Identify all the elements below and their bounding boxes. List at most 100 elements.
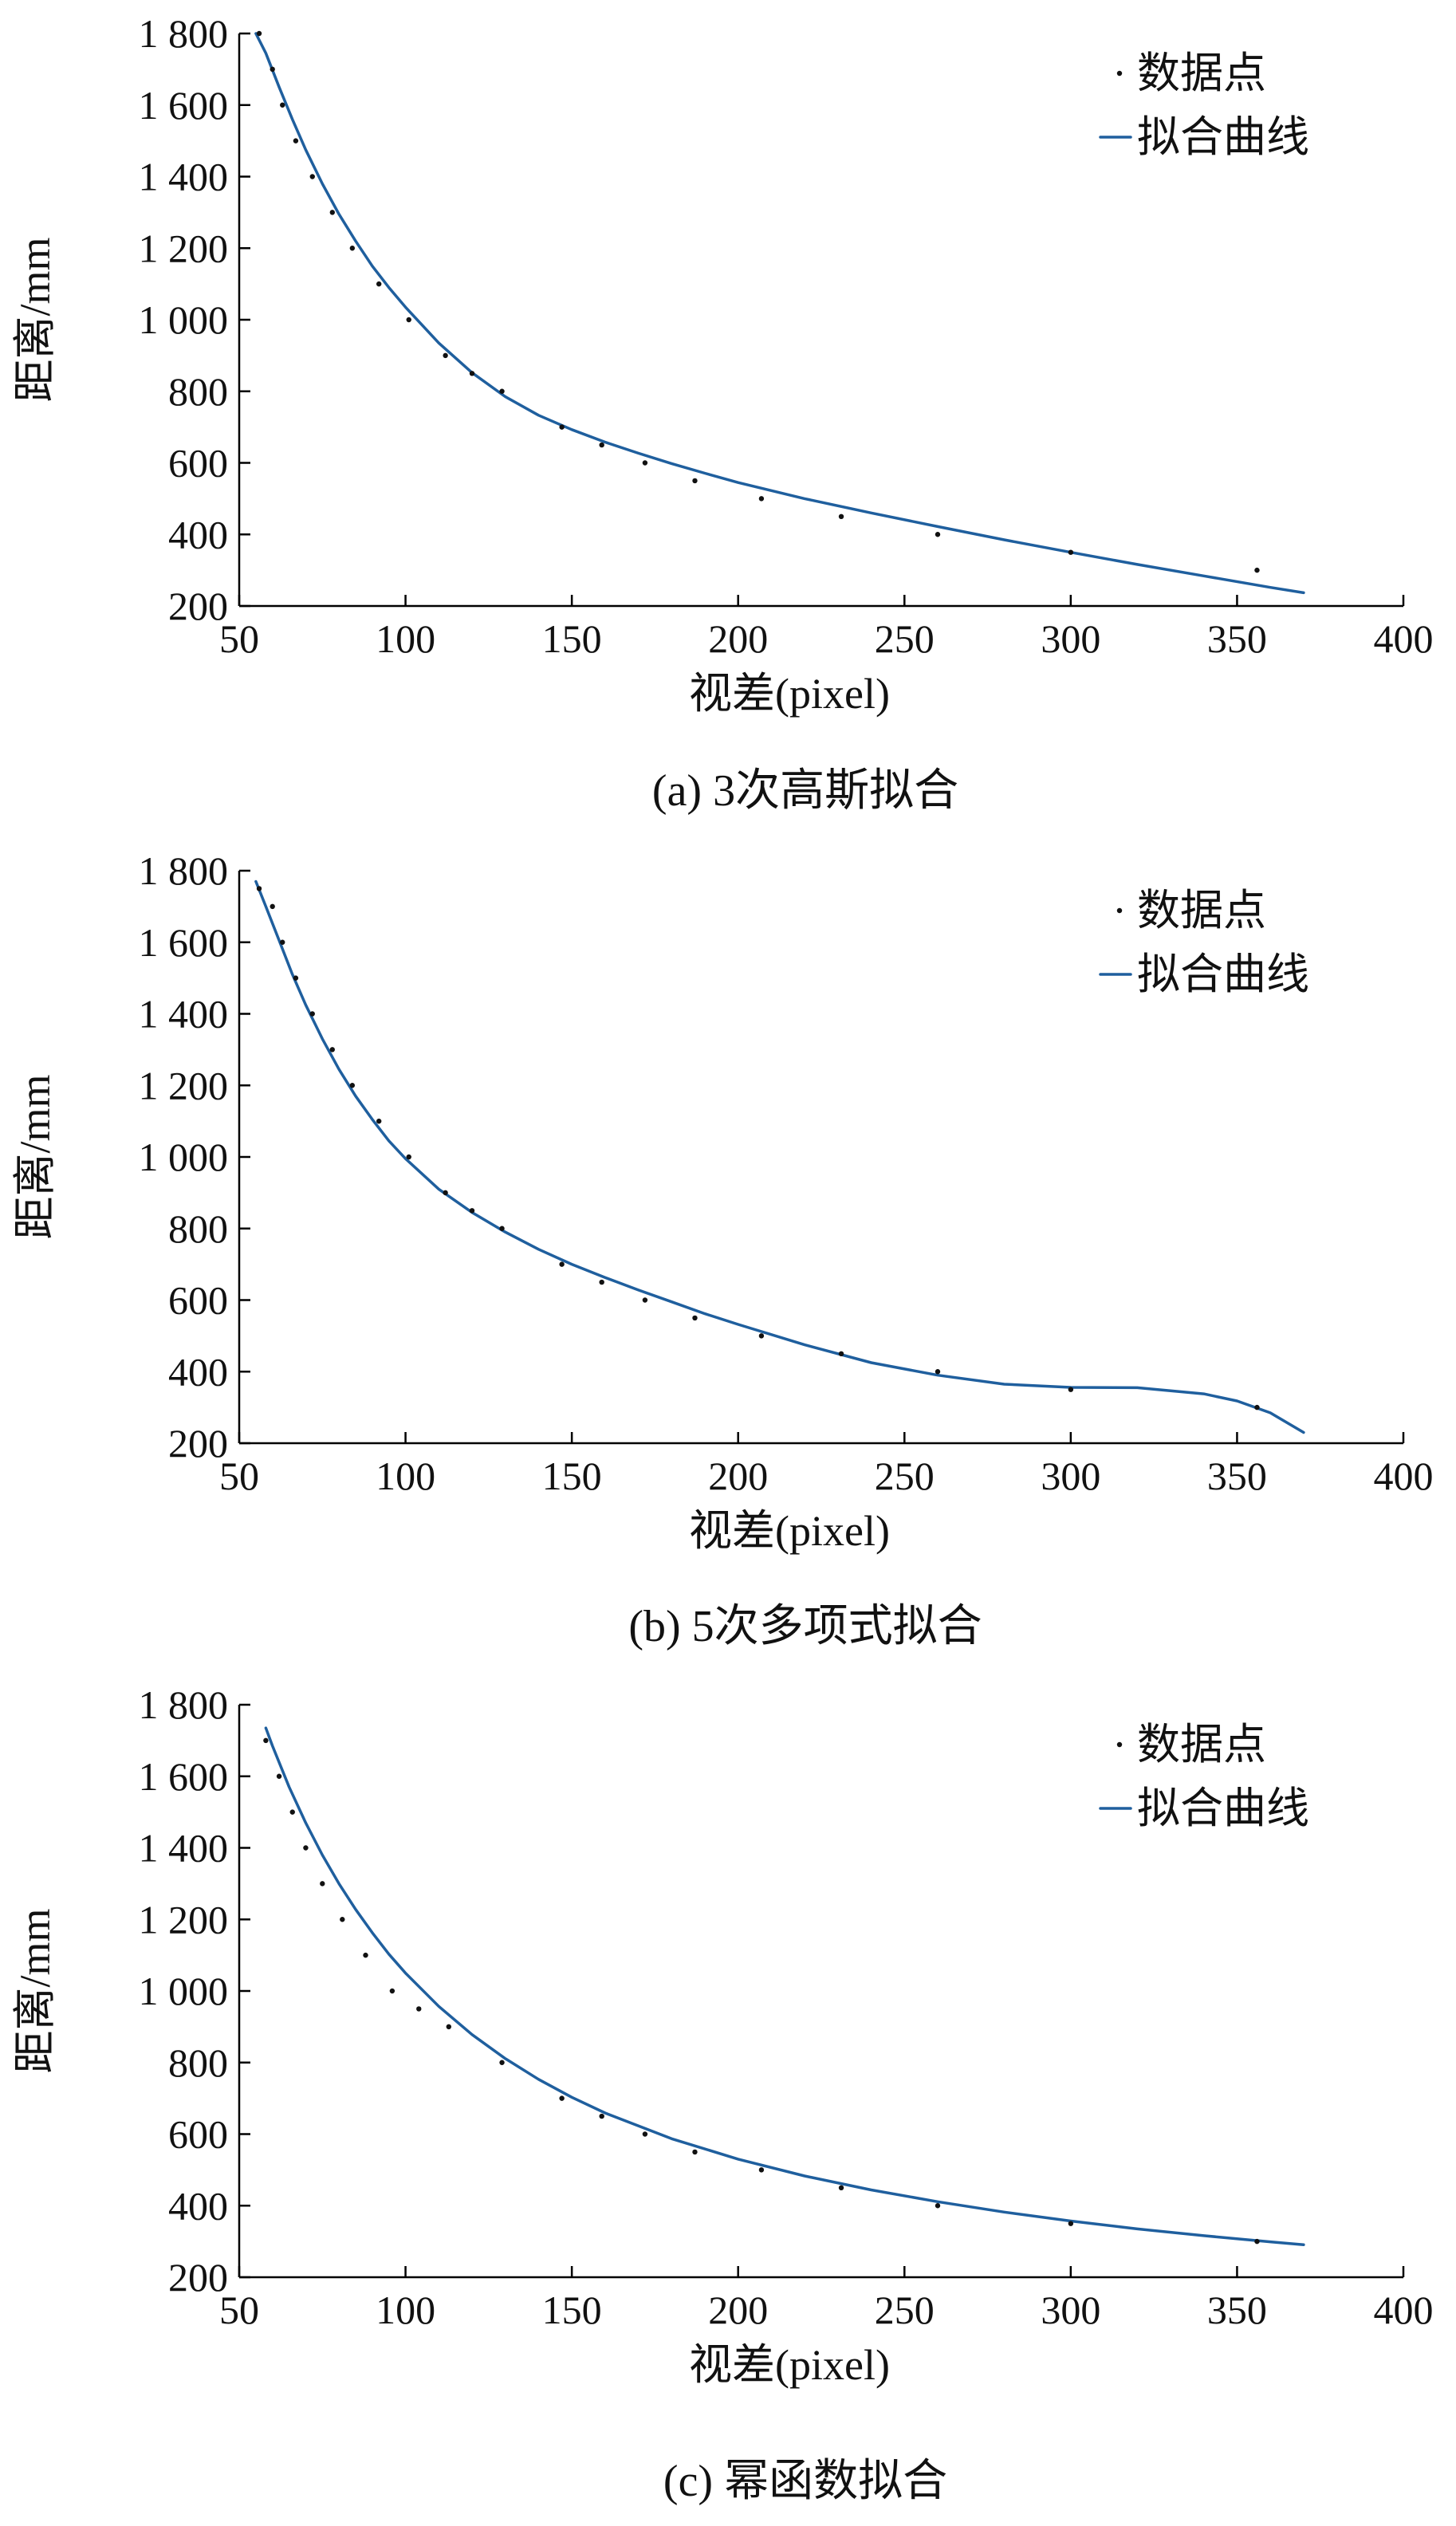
data-point — [1254, 567, 1260, 573]
x-axis-title: 视差(pixel) — [689, 2341, 890, 2389]
data-point — [263, 1737, 269, 1744]
data-point — [376, 1118, 382, 1124]
data-point — [406, 1154, 411, 1160]
data-point — [376, 281, 382, 287]
y-tick-label: 1 800 — [139, 1682, 229, 1727]
data-point — [303, 1845, 309, 1851]
x-tick-label: 300 — [1041, 2288, 1100, 2332]
data-point — [758, 496, 765, 502]
data-point — [935, 2203, 941, 2209]
y-tick-label: 1 600 — [139, 920, 229, 965]
y-tick-label: 400 — [168, 512, 228, 557]
x-tick-label: 400 — [1374, 616, 1434, 661]
data-point — [293, 138, 299, 144]
data-point — [270, 903, 275, 910]
y-tick-label: 1 400 — [139, 155, 229, 199]
x-tick-label: 50 — [219, 1454, 259, 1498]
y-tick-label: 800 — [168, 369, 228, 414]
y-tick-label: 400 — [168, 1349, 228, 1394]
x-tick-label: 150 — [542, 2288, 602, 2332]
legend-point-marker — [1116, 907, 1123, 914]
x-tick-label: 150 — [542, 616, 602, 661]
x-tick-label: 250 — [875, 616, 935, 661]
data-point — [838, 513, 844, 520]
x-tick-label: 150 — [542, 1454, 602, 1498]
data-point — [443, 352, 448, 359]
y-tick-label: 1 200 — [139, 1897, 229, 1942]
data-point — [692, 1315, 698, 1321]
x-tick-label: 400 — [1374, 2288, 1434, 2332]
y-axis-title: 距离/mm — [11, 1908, 59, 2073]
data-point — [276, 1773, 282, 1779]
data-point — [270, 66, 275, 73]
data-point — [1254, 2238, 1260, 2245]
x-tick-label: 50 — [219, 616, 259, 661]
data-point — [293, 975, 299, 981]
y-tick-label: 1 800 — [139, 848, 229, 893]
x-tick-label: 50 — [219, 2288, 259, 2332]
legend-line-label: 拟合曲线 — [1137, 1784, 1309, 1832]
panel-caption: (b) 5次多项式拟合 — [628, 1602, 982, 1651]
x-tick-label: 350 — [1207, 2288, 1267, 2332]
x-tick-label: 250 — [875, 1454, 935, 1498]
data-point — [349, 246, 356, 251]
data-point — [280, 102, 285, 108]
data-point — [280, 939, 285, 945]
data-point — [309, 174, 315, 179]
data-point — [499, 388, 505, 394]
legend-line-label: 拟合曲线 — [1137, 113, 1309, 161]
data-point — [559, 2095, 565, 2101]
data-point — [406, 317, 411, 323]
data-point — [289, 1809, 295, 1815]
data-point — [309, 1011, 315, 1017]
data-point — [329, 1047, 335, 1052]
x-tick-label: 100 — [376, 616, 435, 661]
data-point — [389, 1988, 395, 1994]
y-tick-label: 600 — [168, 441, 228, 486]
data-point — [446, 2024, 451, 2030]
panel-caption: (a) 3次高斯拟合 — [652, 766, 958, 816]
data-point — [599, 2113, 604, 2119]
data-point — [935, 532, 941, 537]
data-point — [642, 2131, 648, 2137]
data-point — [838, 2185, 844, 2191]
data-point — [349, 1083, 356, 1088]
data-point — [469, 1208, 475, 1214]
legend-points-label: 数据点 — [1137, 49, 1266, 97]
y-tick-label: 600 — [168, 1278, 228, 1323]
data-point — [692, 478, 698, 484]
legend-line-label: 拟合曲线 — [1137, 950, 1309, 998]
data-point — [599, 442, 604, 448]
data-point — [642, 1297, 648, 1303]
y-tick-label: 400 — [168, 2183, 228, 2228]
data-point — [1068, 2221, 1074, 2226]
data-point — [599, 1279, 604, 1285]
data-point — [1068, 1387, 1074, 1392]
y-tick-label: 200 — [168, 1421, 228, 1466]
data-point — [758, 2167, 765, 2173]
panel-caption: (c) 幂函数拟合 — [663, 2457, 947, 2506]
y-tick-label: 1 800 — [139, 11, 229, 56]
data-point — [363, 1952, 368, 1958]
y-tick-label: 600 — [168, 2112, 228, 2157]
y-tick-label: 1 200 — [139, 1063, 229, 1108]
chart-panel-1: 50 100 150 200 250 300 350 400 200 400 600 800 1 000… — [11, 11, 1434, 816]
x-tick-label: 100 — [376, 2288, 435, 2332]
data-point — [692, 2149, 698, 2155]
x-tick-label: 200 — [708, 616, 768, 661]
data-point — [935, 1369, 941, 1375]
y-tick-label: 200 — [168, 2255, 228, 2300]
fit-curve — [254, 32, 1305, 595]
x-axis-title: 视差(pixel) — [689, 670, 890, 718]
data-point — [758, 1333, 765, 1339]
y-axis-title: 距离/mm — [11, 237, 59, 402]
y-tick-label: 800 — [168, 1206, 228, 1251]
y-tick-label: 1 600 — [139, 1754, 229, 1799]
x-tick-label: 200 — [708, 2288, 768, 2332]
data-point — [320, 1881, 325, 1887]
data-point — [443, 1190, 448, 1196]
